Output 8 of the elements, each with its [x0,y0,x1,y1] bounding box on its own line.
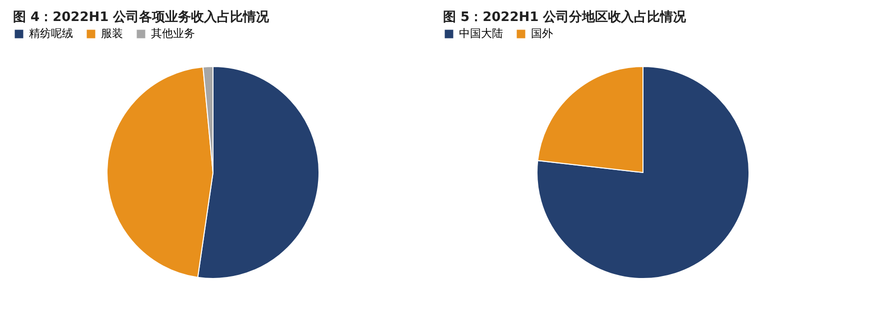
legend-label: 国外 [531,27,553,40]
legend-label: 中国大陆 [459,27,503,40]
legend-label: 服装 [101,27,123,40]
legend-label: 其他业务 [151,27,195,40]
pie-slice [536,66,750,279]
chart-title: 图 5：2022H1 公司分地区收入占比情况 [443,9,688,25]
legend-label: 精纺呢绒 [29,27,73,40]
chart-title: 图 4：2022H1 公司各项业务收入占比情况 [13,9,270,25]
